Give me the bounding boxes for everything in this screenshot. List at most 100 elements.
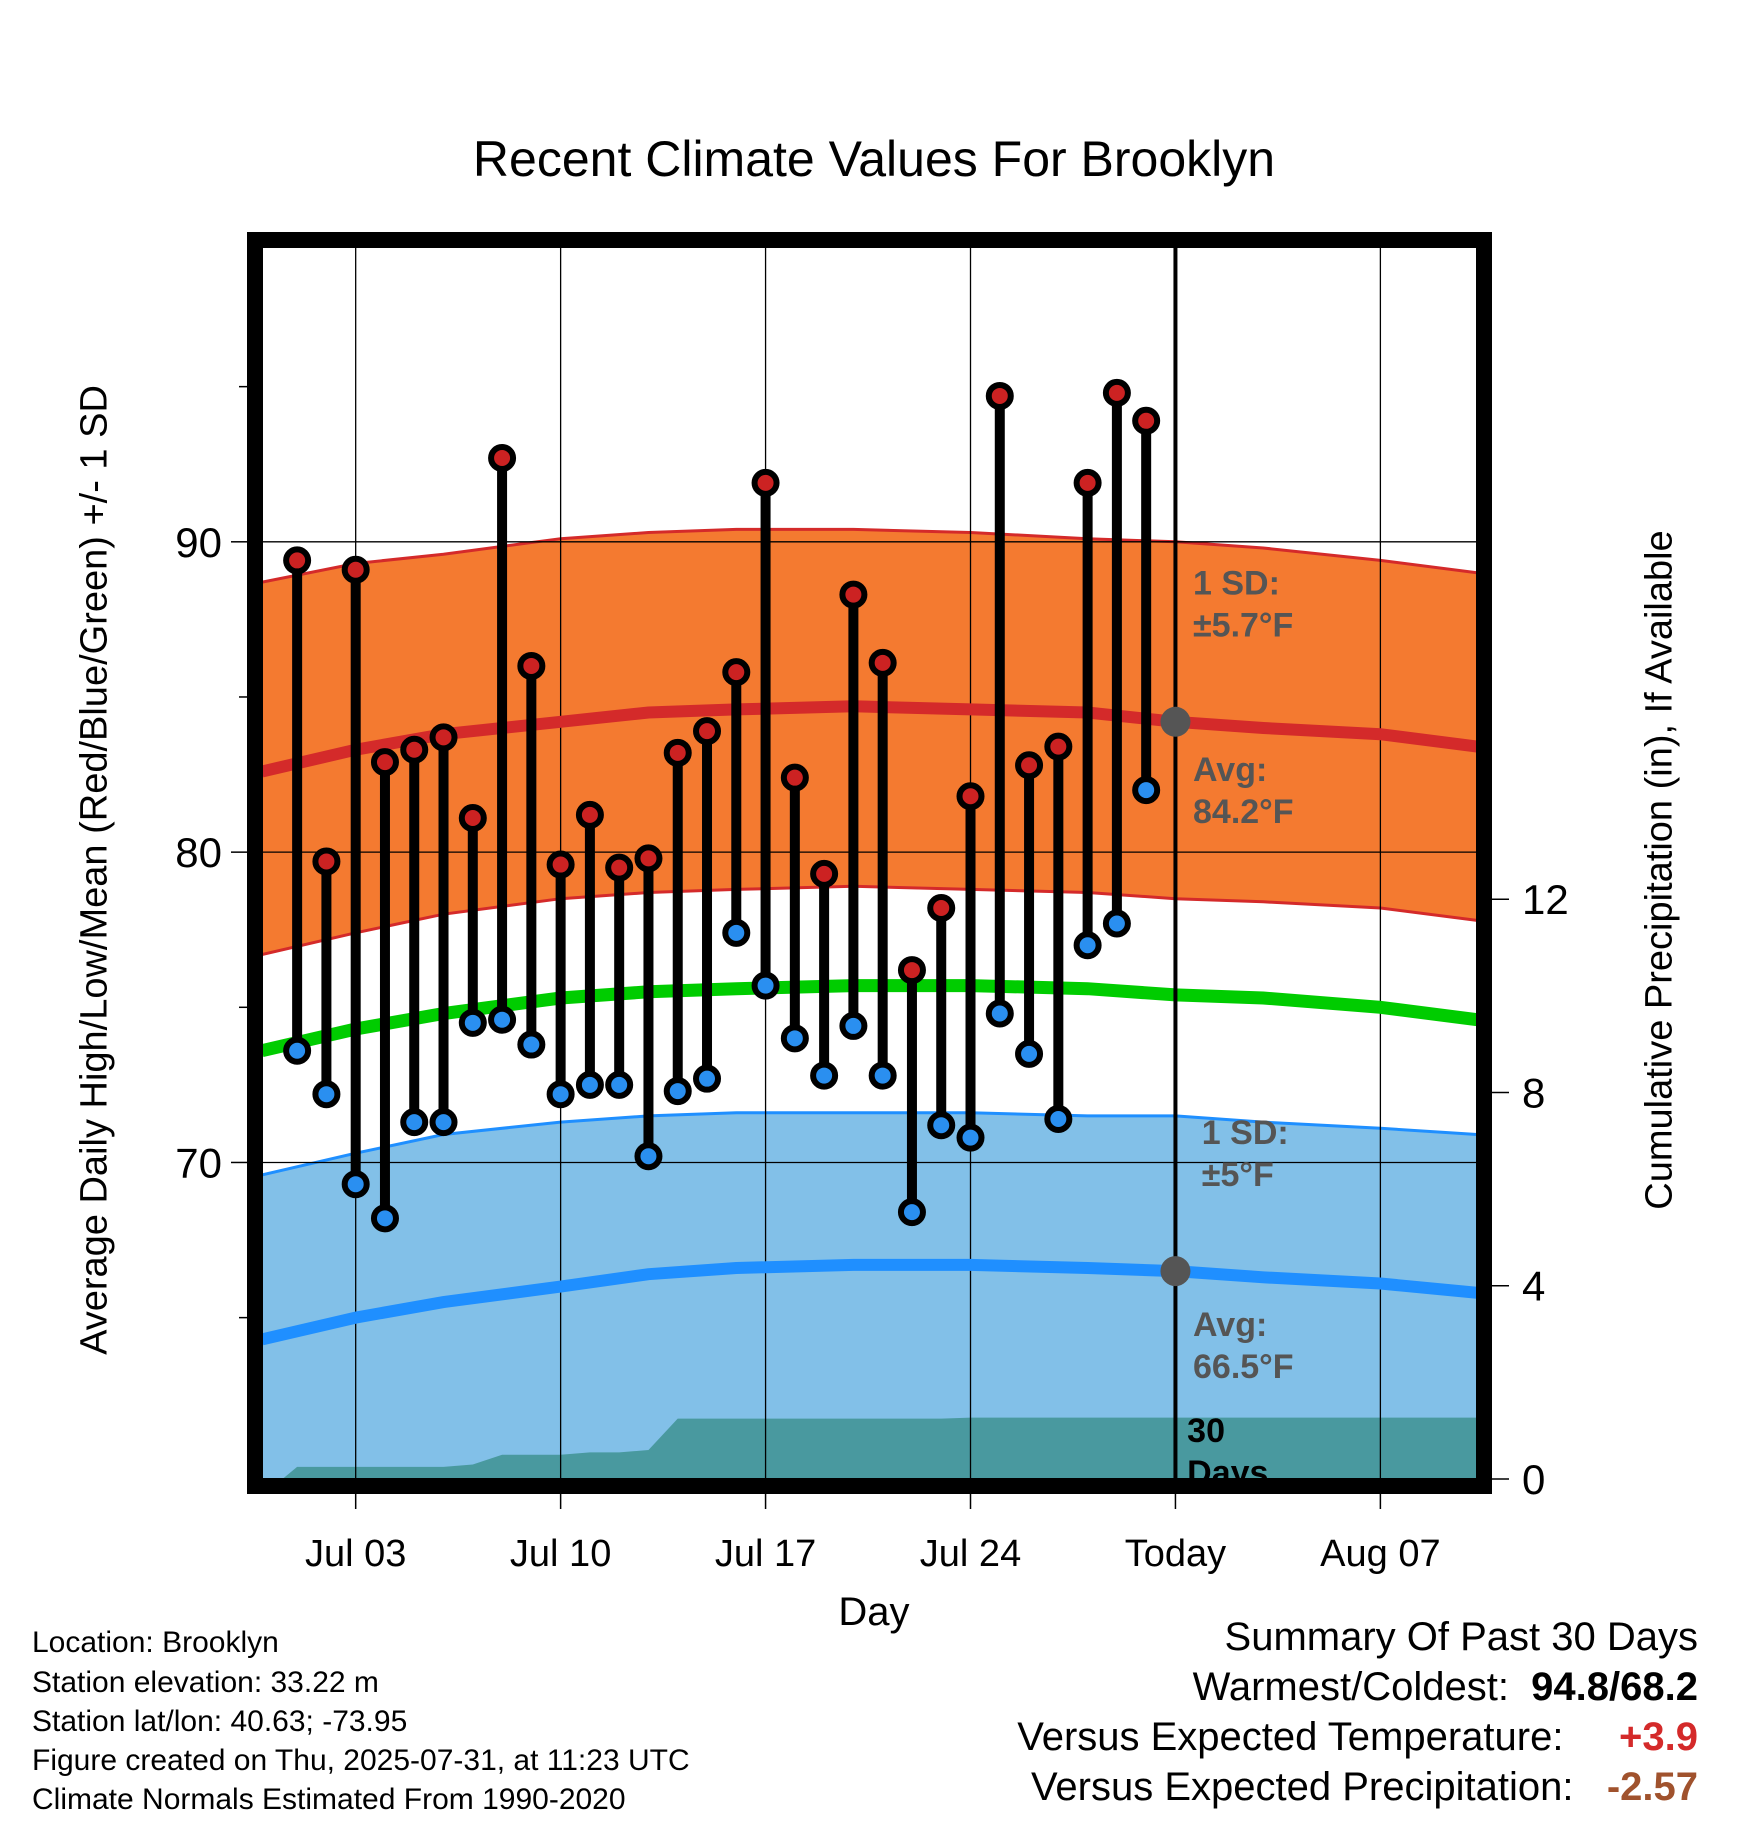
low-point <box>868 1061 897 1090</box>
annotation-line1: 1 SD: <box>1202 1114 1289 1152</box>
high-point <box>341 555 370 584</box>
high-point <box>897 956 926 985</box>
summary-title: Summary Of Past 30 Days <box>1224 1615 1698 1659</box>
normal-low-line <box>262 1258 1477 1346</box>
low-point <box>546 1080 575 1109</box>
high-sd-upper-line <box>262 527 1477 584</box>
low-point <box>605 1070 634 1099</box>
y-tick-label: 90 <box>175 519 222 566</box>
low-point <box>575 1070 604 1099</box>
annotation-line1: Avg: <box>1193 751 1267 789</box>
y-axis-label-left: Average Daily High/Low/Mean (Red/Blue/Gr… <box>73 385 116 1355</box>
low-point <box>1132 776 1161 805</box>
summary-precip-label: Versus Expected Precipitation: <box>1030 1765 1574 1809</box>
low-point <box>312 1080 341 1109</box>
low-point <box>780 1024 809 1053</box>
high-point <box>458 804 487 833</box>
high-point <box>1015 751 1044 780</box>
low-point <box>897 1198 926 1227</box>
low-point <box>956 1123 985 1152</box>
high-point <box>429 723 458 752</box>
low-point <box>722 918 751 947</box>
low-point <box>985 999 1014 1028</box>
y-tick-label: 70 <box>175 1139 222 1186</box>
footer-elevation: Station elevation: 33.22 m <box>32 1666 379 1699</box>
low-point <box>517 1030 546 1059</box>
high-point <box>927 893 956 922</box>
precipitation-area <box>262 1417 1477 1479</box>
high-point <box>634 844 663 873</box>
annotation-line2: ±5°F <box>1202 1156 1274 1194</box>
high-point <box>722 658 751 687</box>
high-point <box>488 444 517 473</box>
low-point <box>810 1061 839 1090</box>
summary-warm-cold: Warmest/Coldest: 94.8/68.2 <box>1193 1665 1698 1710</box>
low-point <box>400 1108 429 1137</box>
summary-warm-cold-value: 94.8/68.2 <box>1531 1665 1698 1709</box>
today-normal-marker <box>1160 706 1191 737</box>
y2-tick-label: 4 <box>1522 1263 1545 1310</box>
high-point <box>517 651 546 680</box>
high-point <box>400 735 429 764</box>
low-point <box>1073 931 1102 960</box>
low-point <box>429 1108 458 1137</box>
low-point <box>1102 909 1131 938</box>
high-point <box>985 381 1014 410</box>
high-point <box>283 546 312 575</box>
y-tick-label: 80 <box>175 829 222 876</box>
x-tick-label: Jul 03 <box>305 1533 406 1575</box>
high-point <box>693 717 722 746</box>
low-point <box>1015 1039 1044 1068</box>
high-point <box>575 800 604 829</box>
low-point <box>751 971 780 1000</box>
low-point <box>341 1170 370 1199</box>
y2-tick-label: 8 <box>1522 1069 1545 1116</box>
plot-frame <box>247 232 1492 1494</box>
high-point <box>780 763 809 792</box>
chart-title: Recent Climate Values For Brooklyn <box>472 131 1276 187</box>
high-point <box>956 782 985 811</box>
annotation-line2: 66.5°F <box>1193 1348 1294 1386</box>
low-sd-band <box>262 1112 1477 1479</box>
high-point <box>868 648 897 677</box>
low-point <box>370 1204 399 1233</box>
y2-tick-label: 0 <box>1522 1456 1545 1503</box>
x-tick-label: Jul 24 <box>920 1533 1021 1575</box>
summary-temp: Versus Expected Temperature: +3.9 <box>1017 1715 1698 1760</box>
x-tick-label: Jul 17 <box>715 1533 816 1575</box>
low-point <box>927 1111 956 1140</box>
x-tick-label: Jul 10 <box>510 1533 611 1575</box>
annotation-line2: ±5.7°F <box>1193 607 1293 645</box>
high-point <box>1102 378 1131 407</box>
low-point <box>663 1077 692 1106</box>
high-point <box>1132 406 1161 435</box>
footer-location: Location: Brooklyn <box>32 1626 279 1659</box>
high-point <box>370 748 399 777</box>
footer-normals: Climate Normals Estimated From 1990-2020 <box>32 1783 626 1816</box>
low-point <box>1044 1105 1073 1134</box>
low-point <box>458 1008 487 1037</box>
low-point <box>693 1064 722 1093</box>
y2-tick-label: 12 <box>1522 876 1569 923</box>
footer-created: Figure created on Thu, 2025-07-31, at 11… <box>32 1744 690 1777</box>
today-normal-marker <box>1160 1256 1191 1287</box>
plot-area <box>262 247 1477 1479</box>
high-point <box>839 580 868 609</box>
x-tick-label: Today <box>1125 1533 1226 1575</box>
high-point <box>1044 732 1073 761</box>
annotation-line1: Avg: <box>1193 1306 1267 1344</box>
high-point <box>605 853 634 882</box>
high-point <box>546 850 575 879</box>
high-point <box>312 847 341 876</box>
low-point <box>283 1036 312 1065</box>
high-point <box>810 859 839 888</box>
high-point <box>751 468 780 497</box>
x-tick-label: Aug 07 <box>1320 1533 1440 1575</box>
x-axis-label: Day <box>838 1590 910 1634</box>
footer-latlon: Station lat/lon: 40.63; -73.95 <box>32 1705 408 1738</box>
summary-temp-value: +3.9 <box>1619 1715 1698 1759</box>
high-point <box>1073 468 1102 497</box>
summary-precip: Versus Expected Precipitation: -2.57 <box>1031 1765 1698 1810</box>
summary-temp-label: Versus Expected Temperature: <box>1017 1715 1564 1759</box>
